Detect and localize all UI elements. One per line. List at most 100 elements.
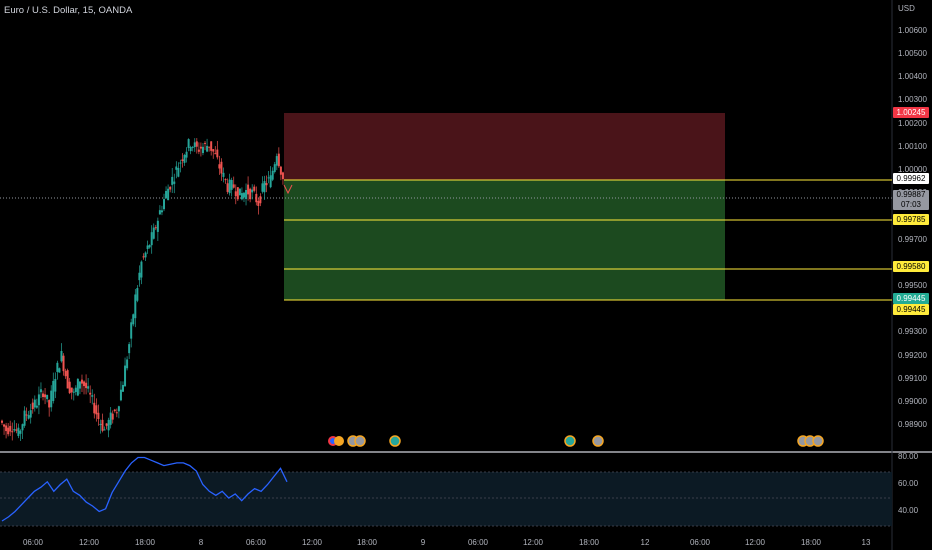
candle-body bbox=[212, 149, 215, 152]
price-tag: 0.99785 bbox=[893, 213, 929, 225]
time-axis-label: 13 bbox=[861, 538, 871, 547]
candle-body bbox=[126, 359, 129, 369]
candle-body bbox=[11, 431, 14, 433]
candle-body bbox=[35, 405, 38, 408]
candle-body bbox=[146, 245, 149, 249]
candle-body bbox=[72, 391, 75, 393]
candle-body bbox=[142, 256, 145, 258]
time-axis-label: 9 bbox=[420, 538, 426, 547]
candle-body bbox=[220, 161, 223, 174]
candle-body bbox=[201, 146, 204, 154]
candle-body bbox=[183, 154, 186, 163]
candle-body bbox=[167, 188, 170, 201]
event-flag-icon bbox=[334, 436, 344, 446]
candle-body bbox=[119, 389, 122, 401]
candle-body bbox=[253, 186, 256, 191]
event-flag-icon bbox=[354, 435, 366, 447]
candle-body bbox=[148, 245, 151, 248]
arrow-down-icon bbox=[283, 184, 293, 195]
candle-body bbox=[85, 382, 88, 389]
candle-body bbox=[111, 413, 114, 420]
candle-body bbox=[238, 188, 241, 196]
candle-body bbox=[124, 365, 127, 387]
time-axis-label: 8 bbox=[198, 538, 204, 547]
price-axis-label: 1.00600 bbox=[898, 25, 927, 35]
event-flag-icon bbox=[564, 435, 576, 447]
candle-body bbox=[95, 405, 98, 415]
candle-body bbox=[169, 186, 172, 190]
candle-body bbox=[54, 378, 57, 392]
candle-body bbox=[17, 427, 20, 436]
time-axis-label: 12:00 bbox=[522, 538, 544, 547]
candle-body bbox=[31, 402, 34, 410]
candle-body bbox=[195, 141, 198, 147]
candle-body bbox=[181, 159, 184, 162]
price-tag: 0.99580 bbox=[893, 261, 929, 273]
candle-body bbox=[160, 210, 163, 213]
candle-body bbox=[105, 423, 108, 426]
countdown-label: 07:03 bbox=[900, 200, 922, 210]
event-flag-icon bbox=[592, 435, 604, 447]
candle-body bbox=[50, 390, 53, 408]
take-profit-zone[interactable] bbox=[284, 180, 725, 300]
candle-body bbox=[144, 252, 147, 258]
candle-body bbox=[99, 423, 102, 425]
candle-body bbox=[103, 429, 106, 431]
currency-label: USD bbox=[898, 4, 915, 13]
candle-body bbox=[269, 175, 272, 188]
stop-loss-zone[interactable] bbox=[284, 113, 725, 180]
candle-body bbox=[191, 146, 194, 148]
candle-body bbox=[97, 412, 100, 420]
candle-body bbox=[9, 425, 12, 432]
candle-body bbox=[80, 379, 83, 384]
candle-body bbox=[222, 172, 225, 177]
candle-body bbox=[185, 151, 188, 158]
rsi-label-40: 40.00 bbox=[898, 506, 919, 515]
candle-body bbox=[83, 381, 86, 387]
candle-body bbox=[257, 200, 260, 206]
candle-body bbox=[236, 187, 239, 200]
time-axis-label: 06:00 bbox=[22, 538, 44, 547]
candle-body bbox=[263, 181, 266, 193]
event-flag-icon bbox=[389, 435, 401, 447]
candle-body bbox=[249, 188, 252, 200]
time-axis-label: 12 bbox=[640, 538, 650, 547]
candle-body bbox=[101, 419, 104, 431]
candle-body bbox=[25, 414, 28, 416]
candle-body bbox=[87, 386, 90, 389]
time-axis-label: 12:00 bbox=[301, 538, 323, 547]
candle-body bbox=[93, 402, 96, 414]
candle-body bbox=[60, 350, 63, 362]
candle-body bbox=[277, 153, 280, 167]
candle-body bbox=[5, 425, 8, 432]
candle-body bbox=[259, 196, 262, 204]
rsi-line bbox=[1, 456, 288, 522]
price-axis-label: 1.00000 bbox=[898, 165, 927, 174]
candle-body bbox=[62, 355, 65, 372]
candle-body bbox=[187, 139, 190, 148]
candle-body bbox=[113, 409, 116, 412]
price-tag: 0.99445 bbox=[893, 303, 929, 315]
candle-body bbox=[273, 164, 276, 172]
candle-body bbox=[242, 192, 245, 198]
candle-body bbox=[226, 183, 229, 192]
rsi-band bbox=[0, 472, 892, 526]
time-axis-label: 06:00 bbox=[689, 538, 711, 547]
candle-body bbox=[89, 392, 92, 395]
candle-body bbox=[267, 177, 270, 179]
event-markers[interactable] bbox=[328, 435, 824, 447]
candle-body bbox=[74, 387, 77, 393]
candle-body bbox=[128, 344, 131, 354]
candle-body bbox=[3, 424, 6, 427]
candle-body bbox=[64, 370, 67, 377]
candle-body bbox=[48, 400, 51, 408]
price-axis-label: 0.99300 bbox=[898, 327, 927, 337]
candle-body bbox=[140, 261, 143, 278]
candle-body bbox=[197, 149, 200, 152]
candle-body bbox=[19, 430, 22, 434]
candle-body bbox=[138, 272, 141, 281]
candle-body bbox=[21, 424, 24, 431]
candle-body bbox=[193, 142, 196, 148]
candle-body bbox=[251, 189, 254, 193]
